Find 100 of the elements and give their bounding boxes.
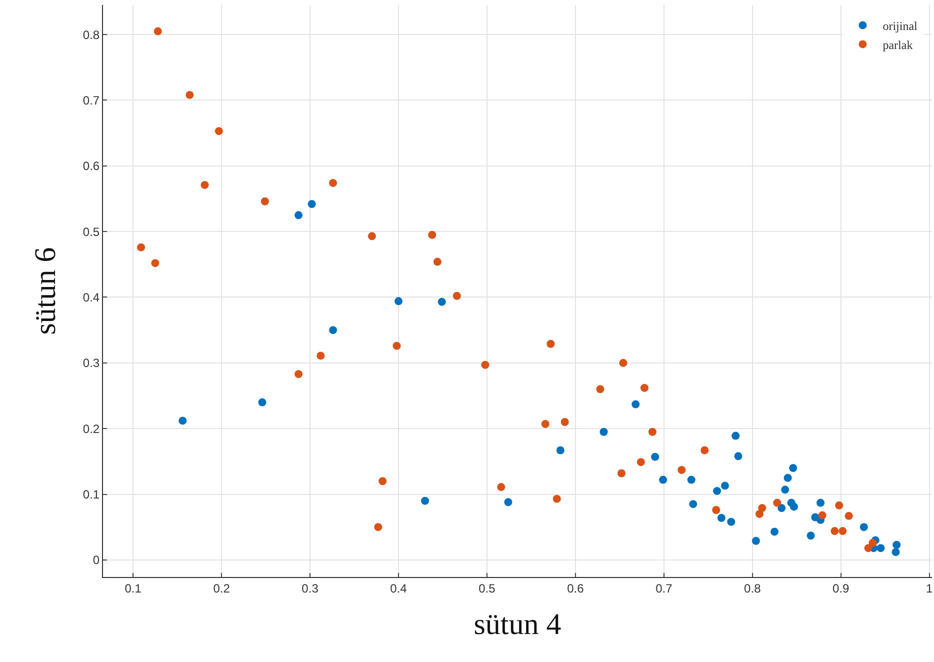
y-tick-label: 0.7 [82, 93, 100, 108]
y-tick-label: 0.1 [82, 487, 100, 502]
point [546, 340, 555, 348]
point [421, 496, 430, 505]
point [732, 432, 740, 440]
point [497, 483, 506, 492]
point [892, 548, 900, 556]
point [700, 446, 709, 454]
legend-label: orijinal [882, 18, 918, 33]
point [720, 482, 729, 490]
point [617, 469, 626, 478]
y-tick-label: 0.8 [82, 28, 100, 42]
y-tick-label: 0.3 [82, 356, 100, 370]
y-tick-label: 0.6 [82, 159, 100, 174]
point [790, 502, 798, 511]
point [713, 486, 722, 495]
point [374, 523, 382, 532]
point [838, 527, 847, 536]
x-tick-label: 0.8 [744, 581, 762, 596]
point [428, 230, 436, 239]
point [868, 538, 877, 547]
y-tick-label: 0 [92, 553, 100, 568]
point [818, 511, 826, 520]
point [892, 540, 901, 549]
y-axis-title: sütun 6 [28, 247, 62, 335]
x-tick-label: 0.2 [213, 581, 230, 596]
legend-label: parlak [882, 38, 913, 52]
point [773, 498, 782, 507]
point [844, 512, 853, 520]
point [258, 398, 266, 406]
y-tick-label: 0.2 [82, 422, 100, 436]
point [556, 446, 564, 454]
point [784, 474, 792, 482]
point [504, 498, 512, 506]
point [687, 476, 696, 484]
point [717, 514, 726, 522]
point [294, 211, 303, 220]
point [200, 180, 209, 189]
point [619, 358, 628, 367]
point [640, 384, 648, 392]
point [789, 464, 798, 472]
point [781, 486, 790, 494]
point [778, 504, 786, 512]
point [316, 352, 325, 360]
point [600, 428, 608, 436]
y-tick-label: 0.5 [82, 224, 100, 239]
x-tick-label: 0.7 [656, 581, 673, 596]
point [378, 477, 387, 486]
point [734, 452, 742, 460]
point [806, 532, 815, 540]
x-tick-label: 0.9 [832, 581, 850, 596]
x-tick-label: 1 [926, 581, 934, 596]
y-tick-label: 0.4 [82, 290, 100, 304]
point [541, 420, 550, 428]
point [636, 458, 645, 466]
point [294, 370, 303, 378]
point [452, 292, 461, 300]
x-tick-label: 0.4 [390, 581, 408, 596]
point [816, 498, 825, 507]
point [214, 127, 223, 136]
point [830, 527, 839, 536]
point [755, 510, 764, 518]
x-tick-label: 0.6 [567, 581, 584, 596]
point [392, 342, 401, 350]
point [368, 232, 376, 240]
point [552, 494, 561, 503]
point [154, 27, 162, 36]
point [137, 243, 146, 252]
point [481, 360, 490, 369]
point [659, 476, 668, 484]
point [712, 506, 720, 514]
point [596, 385, 604, 394]
point [632, 400, 640, 408]
point [329, 326, 338, 334]
point [260, 197, 269, 206]
point [752, 536, 760, 545]
point [758, 504, 766, 512]
point [651, 452, 660, 461]
point [727, 518, 736, 526]
point [876, 544, 885, 552]
point [689, 500, 698, 508]
point [308, 200, 316, 208]
point [178, 416, 187, 425]
point [186, 90, 194, 99]
point [770, 528, 779, 536]
x-tick-label: 0.5 [478, 581, 496, 596]
x-axis-title: sütun 4 [474, 608, 562, 641]
point [560, 418, 569, 426]
point [438, 298, 446, 306]
point [864, 544, 872, 552]
point [433, 258, 442, 266]
point [151, 259, 160, 268]
point [648, 428, 656, 436]
x-tick-label: 0.1 [124, 581, 142, 596]
point [678, 466, 686, 474]
x-tick-label: 0.3 [302, 581, 319, 596]
point [835, 501, 844, 510]
point [394, 297, 402, 306]
point [329, 178, 338, 187]
point [860, 523, 868, 532]
